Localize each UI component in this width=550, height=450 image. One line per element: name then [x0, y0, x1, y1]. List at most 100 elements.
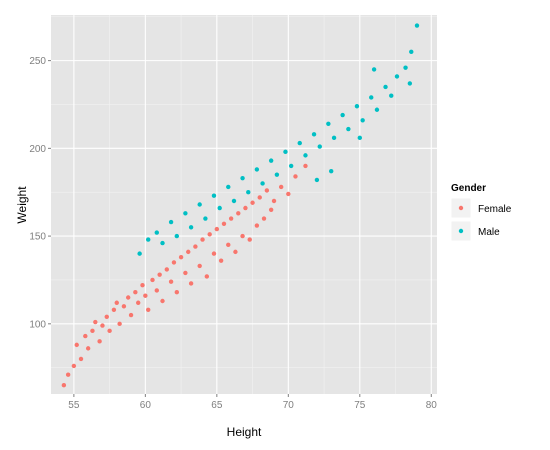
data-point-female [85, 346, 91, 351]
data-point-female [168, 279, 174, 284]
y-tick-label: 100 [29, 319, 46, 330]
series-male [137, 23, 420, 256]
data-point-female [250, 200, 255, 205]
data-point-female [143, 293, 148, 298]
data-point-male [383, 84, 388, 90]
data-point-male [146, 237, 151, 242]
data-point-female [221, 221, 227, 227]
data-point-female [83, 333, 88, 339]
x-tick-label: 80 [426, 400, 438, 411]
data-point-male [297, 140, 302, 146]
data-point-male [268, 158, 274, 163]
data-point-female [286, 191, 291, 197]
data-point-female [254, 223, 260, 228]
data-point-male [260, 181, 265, 186]
data-point-male [314, 177, 320, 183]
legend-marker-male [458, 228, 464, 234]
data-point-male [403, 65, 408, 70]
data-point-female [136, 300, 141, 305]
data-point-male [414, 23, 420, 28]
data-point-female [211, 251, 217, 256]
data-point-female [61, 383, 67, 388]
data-point-female [193, 244, 198, 249]
data-point-female [157, 272, 162, 277]
data-point-male [409, 49, 414, 55]
data-point-male [311, 132, 317, 137]
data-point-female [160, 298, 165, 304]
data-point-male [168, 219, 174, 225]
data-point-male [374, 107, 380, 112]
data-point-female [188, 281, 194, 286]
data-point-male [246, 190, 251, 195]
data-point-female [243, 205, 248, 211]
data-point-female [247, 237, 252, 242]
data-point-male [183, 211, 188, 216]
data-point-female [133, 290, 138, 295]
data-point-female [146, 307, 151, 312]
data-point-female [171, 260, 177, 265]
data-point-female [257, 195, 262, 200]
data-point-female [226, 242, 231, 248]
data-point-female [236, 211, 241, 216]
data-point-female [128, 312, 134, 318]
data-point-male [283, 149, 288, 155]
x-tick-label: 60 [140, 400, 152, 411]
legend-marker-female [458, 205, 464, 211]
x-tick-label: 65 [211, 400, 223, 411]
data-points [61, 23, 420, 388]
data-point-male [340, 112, 345, 118]
data-point-male [346, 126, 351, 132]
data-point-female [303, 163, 308, 169]
data-point-male [303, 153, 308, 158]
data-point-male [160, 240, 165, 246]
data-point-male [137, 251, 142, 256]
data-point-female [164, 267, 169, 272]
data-point-male [357, 135, 362, 141]
data-point-female [114, 300, 119, 305]
data-point-male [369, 95, 374, 100]
data-point-male [317, 144, 322, 149]
legend-label-male: Male [478, 227, 500, 238]
data-point-female [186, 249, 191, 255]
data-point-female [154, 288, 159, 293]
y-tick-label: 200 [29, 144, 46, 155]
data-point-female [214, 226, 220, 232]
data-point-male [231, 198, 237, 204]
data-point-female [97, 339, 102, 344]
data-point-male [371, 67, 377, 72]
data-point-female [174, 290, 180, 295]
data-point-female [268, 207, 274, 212]
data-point-male [407, 81, 413, 86]
data-point-male [203, 216, 208, 221]
data-point-female [104, 314, 109, 319]
data-point-male [174, 233, 180, 239]
data-point-female [204, 274, 210, 279]
data-point-female [107, 328, 112, 334]
x-tick-label: 70 [283, 400, 295, 411]
data-point-female [140, 283, 145, 288]
x-tick-label: 75 [354, 400, 366, 411]
data-point-male [354, 104, 360, 109]
data-point-female [90, 328, 95, 334]
legend-label-female: Female [478, 204, 512, 215]
legend: Gender Female Male [450, 183, 512, 242]
data-point-female [207, 232, 212, 237]
series-female [61, 163, 308, 388]
data-point-male [197, 202, 202, 207]
data-point-female [65, 372, 71, 377]
data-point-female [100, 323, 105, 328]
data-point-male [254, 167, 260, 172]
y-tick-label: 250 [29, 56, 46, 67]
data-point-male [240, 175, 245, 181]
data-point-female [78, 356, 84, 362]
x-tick-label: 55 [68, 400, 80, 411]
data-point-female [178, 254, 184, 260]
data-point-female [261, 216, 267, 221]
data-point-male [360, 118, 365, 123]
data-point-male [389, 93, 394, 98]
grid-minor [51, 15, 437, 394]
data-point-female [150, 277, 155, 283]
data-point-male [217, 205, 222, 211]
data-point-male [394, 74, 400, 79]
